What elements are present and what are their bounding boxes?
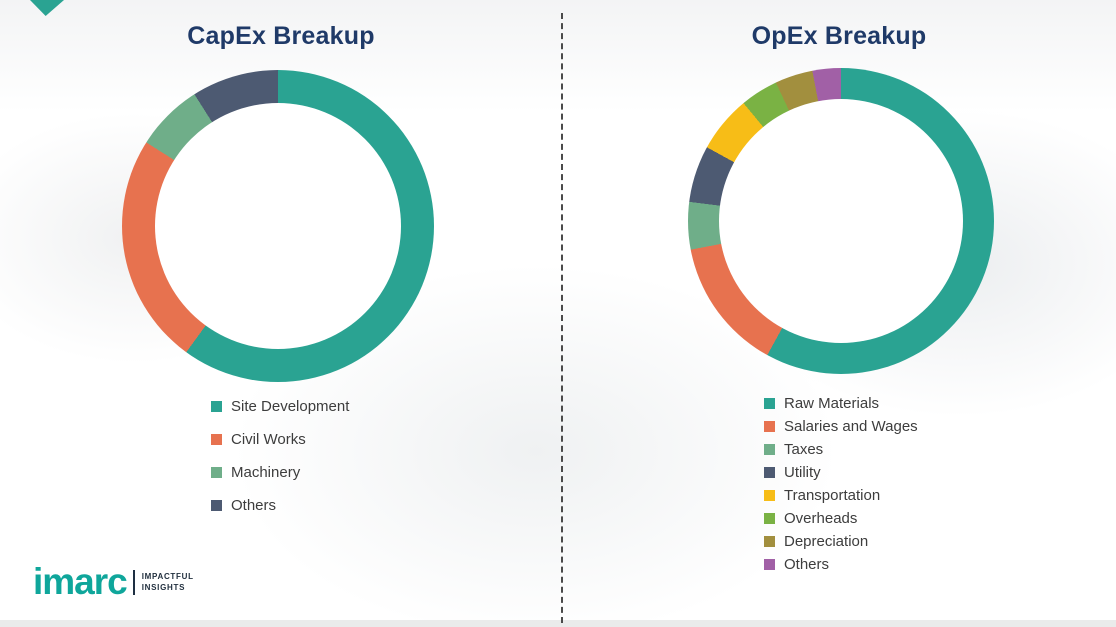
- imarc-logo-wordmark: imarc: [33, 561, 128, 602]
- legend-item: Taxes: [764, 438, 918, 461]
- legend-label: Others: [784, 556, 830, 573]
- legend-label: Overheads: [784, 510, 858, 527]
- capex-donut-hole: [155, 103, 401, 349]
- legend-label: Taxes: [784, 441, 824, 458]
- legend-label: Site Development: [231, 398, 350, 415]
- legend-label: Raw Materials: [784, 395, 880, 412]
- legend-swatch: [764, 536, 775, 547]
- legend-label: Transportation: [784, 487, 881, 504]
- vertical-dashed-divider: [561, 13, 563, 623]
- legend-item: Civil Works: [211, 423, 349, 456]
- logo-divider-bar: [132, 570, 135, 595]
- capex-legend: Site Development Civil Works Machinery Othe…: [211, 390, 349, 522]
- capex-chart-title: CapEx Breakup: [187, 22, 375, 50]
- bottom-gray-strip: [0, 620, 1116, 627]
- capex-donut-chart: [122, 70, 434, 382]
- legend-item: Salaries and Wages: [764, 415, 918, 438]
- legend-item: Raw Materials: [764, 392, 918, 415]
- logo-tagline-line2: INSIGHTS: [141, 582, 186, 592]
- legend-item: Machinery: [211, 456, 349, 489]
- opex-legend: Raw Materials Salaries and Wages Taxes Util…: [764, 392, 918, 576]
- legend-label: Civil Works: [231, 431, 306, 448]
- opex-donut-hole: [719, 99, 963, 343]
- legend-item: Utility: [764, 461, 918, 484]
- legend-swatch: [764, 467, 775, 478]
- legend-swatch: [211, 500, 222, 511]
- legend-label: Utility: [784, 464, 821, 481]
- legend-swatch: [764, 444, 775, 455]
- legend-swatch: [211, 401, 222, 412]
- legend-swatch: [211, 467, 222, 478]
- corner-accent-shape: [30, 0, 64, 16]
- legend-item: Others: [211, 489, 349, 522]
- legend-item: Others: [764, 553, 918, 576]
- legend-swatch: [764, 490, 775, 501]
- legend-item: Overheads: [764, 507, 918, 530]
- legend-item: Transportation: [764, 484, 918, 507]
- legend-swatch: [764, 421, 775, 432]
- legend-swatch: [211, 434, 222, 445]
- legend-swatch: [764, 398, 775, 409]
- imarc-logo: imarc IMPACTFUL INSIGHTS: [33, 563, 194, 600]
- logo-tagline: IMPACTFUL INSIGHTS: [142, 572, 194, 594]
- legend-swatch: [764, 513, 775, 524]
- legend-label: Machinery: [231, 464, 301, 481]
- legend-label: Depreciation: [784, 533, 869, 550]
- logo-tagline-line1: IMPACTFUL: [141, 571, 194, 581]
- opex-chart-title: OpEx Breakup: [751, 22, 927, 50]
- legend-item: Site Development: [211, 390, 349, 423]
- legend-item: Depreciation: [764, 530, 918, 553]
- legend-label: Others: [231, 497, 277, 514]
- legend-swatch: [764, 559, 775, 570]
- opex-donut-chart: [688, 68, 994, 374]
- legend-label: Salaries and Wages: [784, 418, 918, 435]
